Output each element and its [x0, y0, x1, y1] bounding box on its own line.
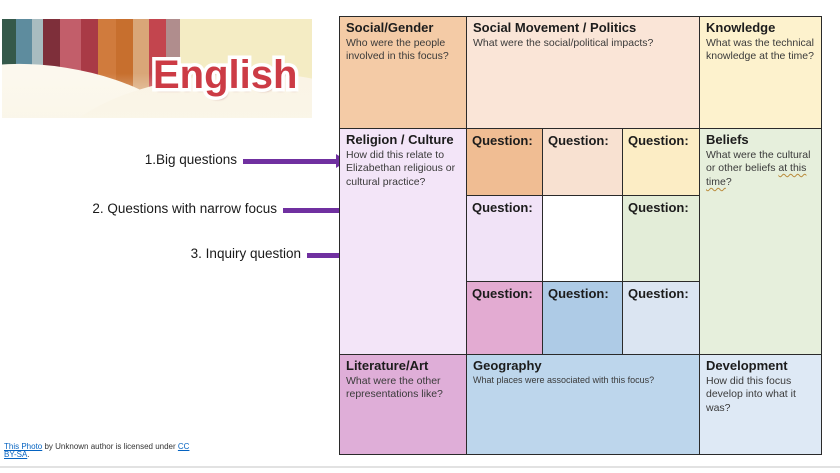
question-cell-row3-col2: Question: — [542, 281, 623, 355]
cell-subtitle: What was the technical knowledge at the … — [706, 36, 814, 63]
question-cell-row1-col1: Question: — [466, 128, 543, 196]
beliefs-subtitle-spellcheck-squiggle: at this time — [706, 162, 807, 188]
cell-social-movement-politics: Social Movement / Politics What were the… — [466, 16, 700, 129]
question-cell-row3-col3: Question: — [622, 281, 700, 355]
beliefs-subtitle-text: What were the cultural or other beliefs — [706, 148, 811, 175]
banner-title-text: English — [153, 53, 298, 97]
cell-beliefs: Beliefs What were the cultural or other … — [699, 128, 822, 355]
annotation-label-big-questions: 1.Big questions — [144, 152, 237, 167]
attribution: This Photo by Unknown author is licensed… — [4, 442, 190, 460]
cell-title: Beliefs — [706, 132, 749, 147]
question-cell-row1-col3: Question: — [622, 128, 700, 196]
cell-subtitle: What places were associated with this fo… — [473, 374, 655, 385]
slide-boundary-line — [0, 466, 840, 468]
question-cell-row2-col1: Question: — [466, 195, 543, 282]
cell-title: Knowledge — [706, 20, 776, 35]
arrow-big-questions — [243, 154, 347, 168]
inquiry-question-empty-cell — [542, 195, 623, 282]
cell-subtitle: Who were the people involved in this foc… — [346, 36, 449, 63]
annotation-label-inquiry-question: 3. Inquiry question — [190, 246, 301, 261]
attribution-period: . — [27, 450, 30, 460]
attribution-link-this-photo[interactable]: This Photo — [4, 442, 43, 451]
question-cell-row3-col1: Question: — [466, 281, 543, 355]
cell-social-gender: Social/Gender Who were the people involv… — [339, 16, 467, 129]
question-cell-row2-col3: Question: — [622, 195, 700, 282]
question-cell-row1-col2: Question: — [542, 128, 623, 196]
cell-development: Development How did this focus develop i… — [699, 354, 822, 455]
cell-title: Development — [706, 358, 788, 373]
cell-knowledge: Knowledge What was the technical knowled… — [699, 16, 822, 129]
cell-title: Social Movement / Politics — [473, 20, 637, 35]
cell-subtitle: What were the other representations like… — [346, 374, 443, 401]
beliefs-subtitle-end: ? — [725, 175, 732, 188]
attribution-text: by Unknown author is licensed under — [42, 442, 178, 451]
cell-subtitle: How did this relate to Elizabethan relig… — [346, 148, 456, 188]
cell-title: Social/Gender — [346, 20, 434, 35]
cell-subtitle: What were the cultural or other beliefs … — [706, 149, 815, 190]
cell-subtitle: How did this focus develop into what it … — [706, 374, 796, 414]
banner-title-outline: English — [149, 52, 300, 99]
cell-literature-art: Literature/Art What were the other repre… — [339, 354, 467, 455]
annotation-label-narrow-focus: 2. Questions with narrow focus — [92, 201, 277, 216]
cell-geography: Geography What places were associated wi… — [466, 354, 700, 455]
attribution-link-cc-by-sa[interactable]: CC BY-SA — [4, 442, 190, 460]
cell-subtitle: What were the social/political impacts? — [473, 36, 654, 49]
english-banner-image: English English — [2, 19, 312, 118]
cell-title: Literature/Art — [346, 358, 429, 373]
cell-religion-culture: Religion / Culture How did this relate t… — [339, 128, 467, 355]
banner-fade — [2, 19, 312, 118]
cell-title: Religion / Culture — [346, 132, 454, 147]
banner-title: English English — [149, 52, 303, 110]
cell-title: Geography — [473, 358, 542, 373]
